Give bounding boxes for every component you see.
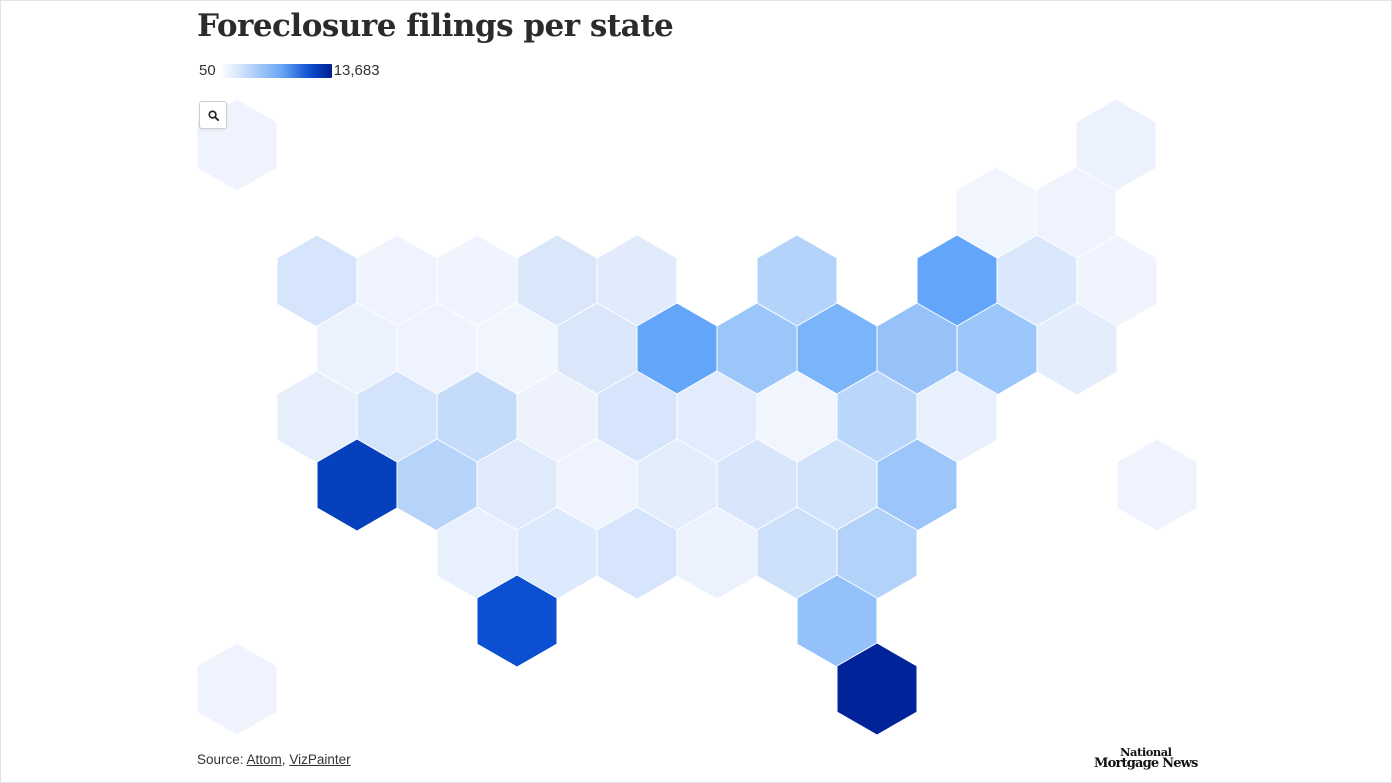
state-hex-tile[interactable]: [476, 574, 558, 668]
source-note: Source: Attom, VizPainter: [197, 752, 351, 767]
search-icon: [207, 109, 219, 121]
source-link-attom[interactable]: Attom: [246, 752, 282, 767]
legend-gradient-bar: [219, 63, 332, 78]
publisher-logo: National Mortgage News: [1094, 745, 1198, 771]
color-legend: 50 13,683: [199, 62, 380, 79]
legend-max-label: 13,683: [333, 62, 380, 79]
chart-title: Foreclosure filings per state: [197, 8, 674, 44]
state-hex-tile[interactable]: [196, 642, 278, 736]
legend-min-label: 50: [199, 62, 216, 79]
state-hex-tile[interactable]: [1116, 438, 1198, 532]
source-link-vizpainter[interactable]: VizPainter: [289, 752, 351, 767]
state-hex-tile[interactable]: [1036, 302, 1118, 396]
state-hex-tile[interactable]: [836, 642, 918, 736]
search-button[interactable]: [199, 101, 227, 129]
